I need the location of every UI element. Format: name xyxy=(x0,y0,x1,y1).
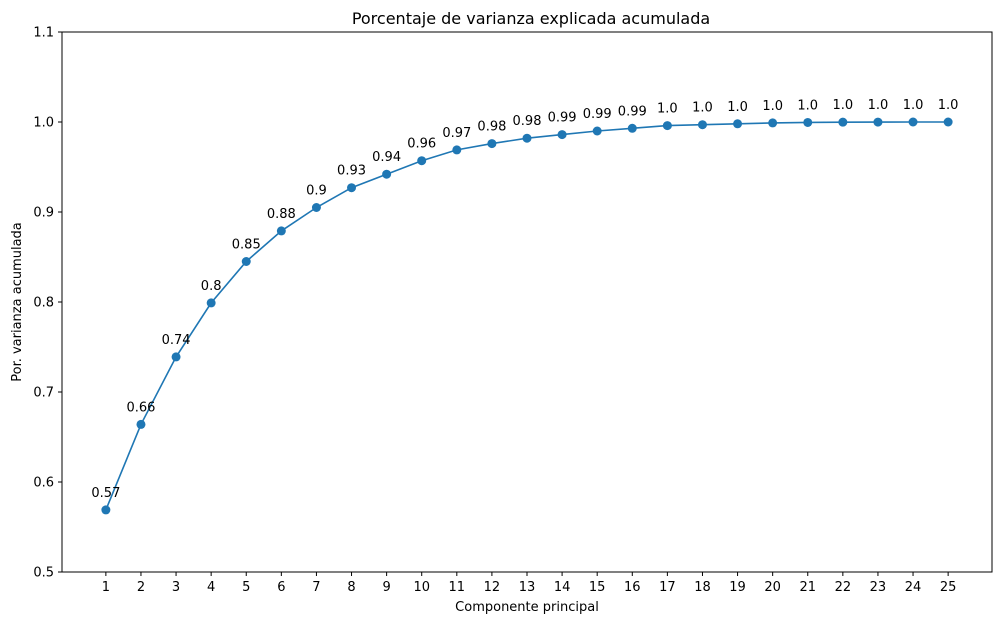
data-label: 0.94 xyxy=(372,150,401,165)
x-tick-label: 13 xyxy=(519,580,536,595)
data-label: 1.0 xyxy=(797,98,818,113)
x-tick-label: 6 xyxy=(277,580,285,595)
y-tick-label: 0.9 xyxy=(33,206,54,221)
y-tick-label: 0.8 xyxy=(33,296,54,311)
data-point xyxy=(487,139,497,149)
x-tick-label: 5 xyxy=(242,580,250,595)
chart-title: Porcentaje de varianza explicada acumula… xyxy=(352,9,710,28)
x-axis-label: Componente principal xyxy=(455,600,599,615)
series-line xyxy=(105,121,949,511)
x-tick-label: 14 xyxy=(554,580,571,595)
data-label: 1.0 xyxy=(692,101,713,116)
data-point xyxy=(241,257,251,266)
data-label: 0.57 xyxy=(91,486,120,501)
y-tick-label: 0.6 xyxy=(33,476,54,491)
data-point xyxy=(417,156,427,166)
x-tick-label: 12 xyxy=(484,580,501,595)
data-label: 0.88 xyxy=(267,207,296,222)
data-label: 0.74 xyxy=(162,333,191,348)
data-point xyxy=(311,203,321,212)
data-point xyxy=(803,117,813,127)
data-label: 1.0 xyxy=(762,99,783,114)
data-label: 0.98 xyxy=(477,120,506,135)
y-axis: 0.5 0.6 0.7 0.8 0.9 1.0 1.1 xyxy=(33,26,62,581)
data-point xyxy=(171,352,181,362)
x-tick-label: 21 xyxy=(799,580,816,595)
y-tick-label: 1.0 xyxy=(33,116,54,131)
data-label: 1.0 xyxy=(727,100,748,115)
data-point xyxy=(733,119,743,129)
data-label: 1.0 xyxy=(833,98,854,113)
x-tick-label: 11 xyxy=(449,580,466,595)
data-point xyxy=(662,121,672,131)
data-label: 0.96 xyxy=(407,137,436,152)
x-tick-label: 25 xyxy=(940,580,957,595)
data-point xyxy=(347,183,357,193)
x-tick-label: 24 xyxy=(905,580,922,595)
data-label: 0.99 xyxy=(618,104,647,119)
y-tick-label: 1.1 xyxy=(33,26,54,41)
data-label: 1.0 xyxy=(657,102,678,117)
x-tick-label: 22 xyxy=(835,580,852,595)
data-label: 0.97 xyxy=(442,126,471,141)
data-label: 0.85 xyxy=(232,238,261,253)
data-label: 0.99 xyxy=(583,107,612,122)
x-tick-label: 7 xyxy=(312,580,320,595)
x-tick-label: 20 xyxy=(764,580,781,595)
x-tick-label: 10 xyxy=(413,580,430,595)
data-point xyxy=(838,117,848,127)
data-label: 0.99 xyxy=(548,111,577,126)
data-point xyxy=(627,123,637,133)
x-tick-label: 17 xyxy=(659,580,676,595)
data-label: 1.0 xyxy=(868,98,889,113)
data-point xyxy=(908,117,918,127)
x-tick-label: 9 xyxy=(382,580,390,595)
x-tick-label: 1 xyxy=(102,580,110,595)
data-label: 1.0 xyxy=(903,98,924,113)
x-tick-label: 23 xyxy=(870,580,887,595)
data-point xyxy=(557,130,567,140)
data-label: 0.8 xyxy=(201,279,222,294)
series-markers xyxy=(101,117,953,515)
data-point xyxy=(452,145,462,155)
data-label: 0.66 xyxy=(126,400,155,415)
data-label: 1.0 xyxy=(938,98,959,113)
x-tick-label: 16 xyxy=(624,580,641,595)
data-point xyxy=(592,126,602,136)
x-tick-label: 2 xyxy=(137,580,145,595)
data-point xyxy=(382,169,392,179)
x-tick-label: 19 xyxy=(729,580,746,595)
data-point xyxy=(136,419,146,429)
data-point xyxy=(697,120,707,130)
data-point xyxy=(768,118,778,128)
y-tick-label: 0.7 xyxy=(33,386,54,401)
data-point xyxy=(873,117,883,127)
x-tick-label: 4 xyxy=(207,580,215,595)
x-tick-label: 3 xyxy=(172,580,180,595)
data-labels: 0.57 0.66 0.74 0.8 0.85 0.88 0.9 0.93 0.94 0.96 0.… xyxy=(91,98,958,501)
data-label: 0.93 xyxy=(337,164,366,179)
data-label: 0.98 xyxy=(513,114,542,129)
data-point xyxy=(943,117,953,127)
data-point xyxy=(522,133,532,143)
x-tick-label: 15 xyxy=(589,580,606,595)
data-point xyxy=(101,505,111,515)
y-tick-label: 0.5 xyxy=(33,566,54,581)
x-tick-label: 18 xyxy=(694,580,711,595)
data-label: 0.9 xyxy=(306,184,327,199)
data-point xyxy=(206,298,216,308)
data-point xyxy=(276,226,286,236)
y-axis-label: Por. varianza acumulada xyxy=(10,222,25,382)
x-axis: 1 2 3 4 5 6 7 8 9 10 11 12 13 14 15 16 17 18 19 20 21 22 23 24 2… xyxy=(102,572,957,595)
x-tick-label: 8 xyxy=(347,580,355,595)
